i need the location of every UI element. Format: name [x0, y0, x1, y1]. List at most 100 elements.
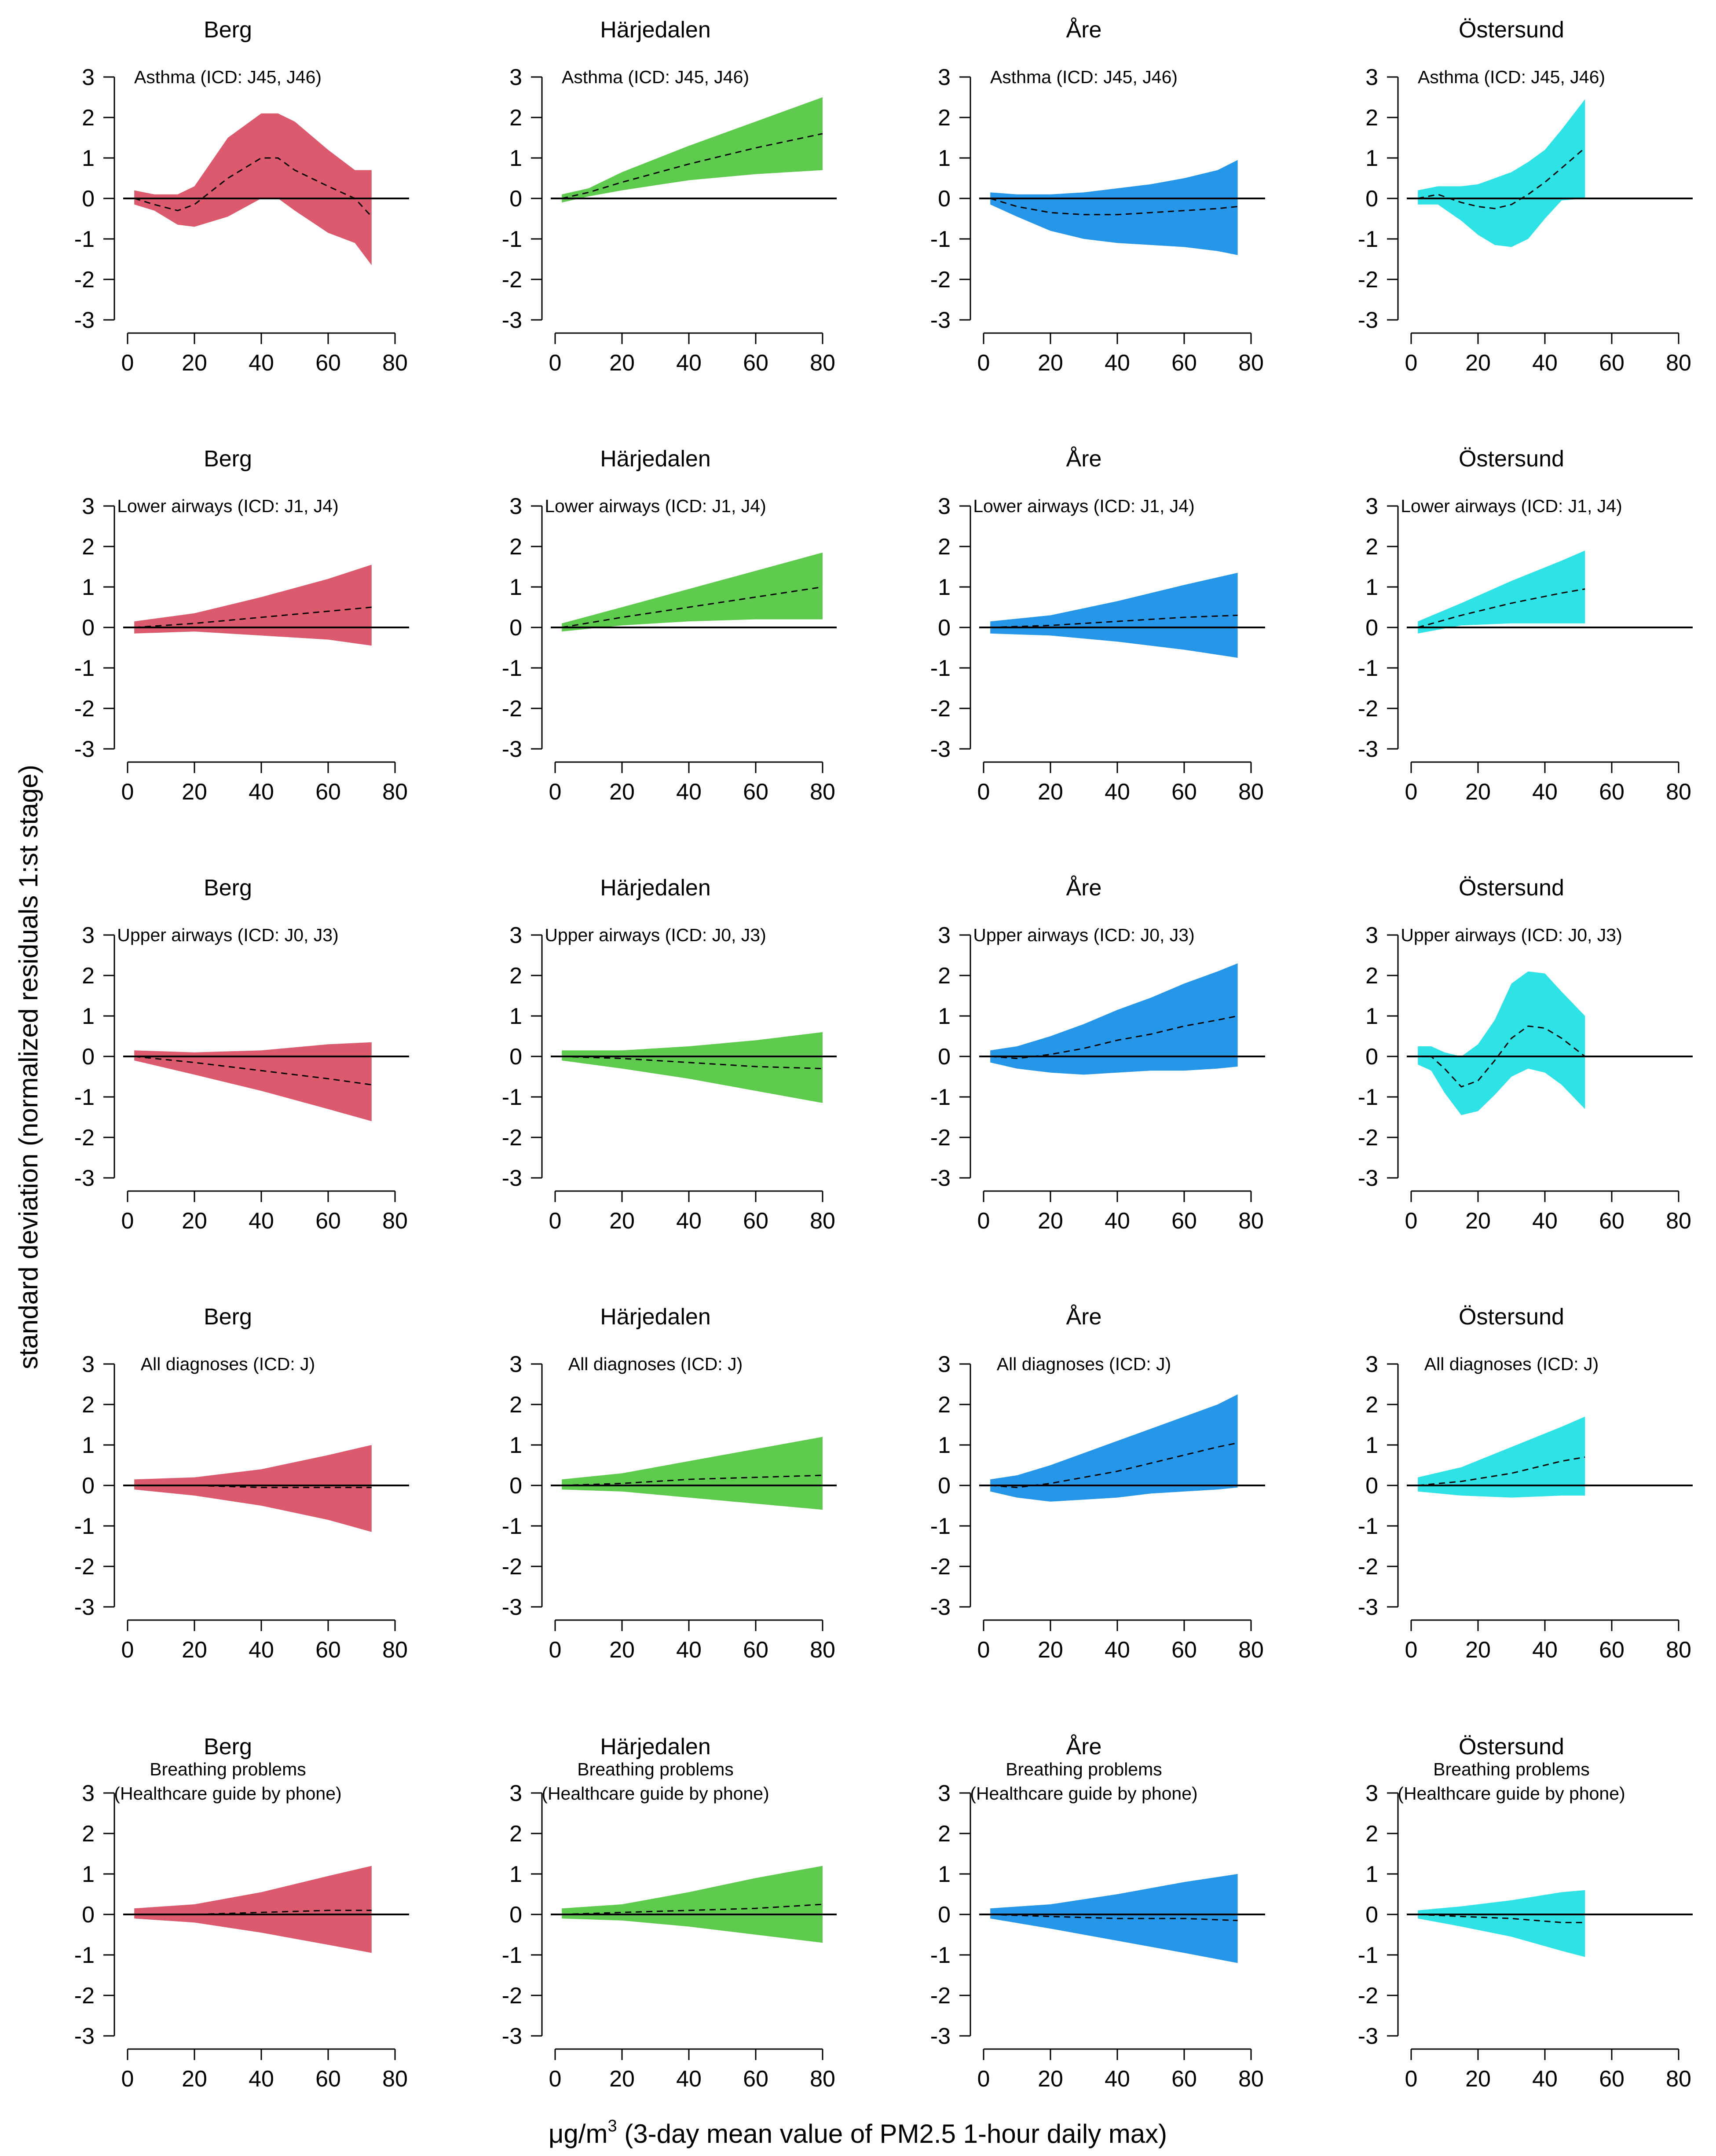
x-tick-label: 60 [315, 350, 341, 376]
y-tick-label: 0 [82, 615, 95, 641]
x-tick-label: 0 [121, 1208, 134, 1234]
confidence-band [562, 97, 823, 203]
y-tick-label: 1 [509, 1862, 522, 1887]
y-tick-label: 1 [1365, 1433, 1378, 1458]
x-tick-label: 80 [1238, 1208, 1264, 1234]
mean-line [990, 1015, 1238, 1060]
x-tick-label: 80 [1238, 2066, 1264, 2092]
panel-subtitle: Lower airways (ICD: J1, J4) [973, 496, 1195, 516]
x-tick-label: 0 [1405, 779, 1418, 805]
y-tick-label: -2 [1358, 1554, 1378, 1580]
panel-subtitle: All diagnoses (ICD: J) [141, 1354, 315, 1374]
x-tick-label: 0 [1405, 1208, 1418, 1234]
x-tick-label: 60 [1599, 1637, 1625, 1663]
mean-line [562, 1056, 823, 1070]
y-tick-label: 2 [509, 105, 522, 131]
y-tick-label: 1 [938, 1862, 951, 1887]
panel-subtitle: Upper airways (ICD: J0, J3) [545, 925, 766, 945]
x-tick-label: 80 [1666, 1637, 1691, 1663]
y-tick-label: 2 [938, 1821, 951, 1847]
y-tick-label: -3 [930, 308, 951, 333]
x-tick-label: 0 [1405, 1637, 1418, 1663]
y-tick-label: 3 [509, 1781, 522, 1806]
x-tick-label: 60 [743, 350, 768, 376]
y-tick-label: -2 [1358, 696, 1378, 722]
panel-subtitle: All diagnoses (ICD: J) [568, 1354, 743, 1374]
panel-subtitle: Breathing problems [1433, 1759, 1590, 1779]
panel-subtitle: Upper airways (ICD: J0, J3) [117, 925, 339, 945]
x-tick-label: 40 [1105, 779, 1130, 805]
panel-title: Östersund [1459, 17, 1564, 43]
panel-title: Härjedalen [600, 17, 711, 43]
x-tick-label: 40 [249, 2066, 274, 2092]
y-tick-label: -3 [930, 737, 951, 762]
x-axis-title: μg/m3 (3-day mean value of PM2.5 1-hour … [549, 2117, 1167, 2149]
confidence-band [562, 1032, 823, 1103]
y-tick-label: -2 [930, 267, 951, 293]
panel-title: Åre [1066, 446, 1102, 472]
panel-title: Åre [1066, 875, 1102, 901]
y-tick-label: -1 [1358, 227, 1378, 252]
y-tick-label: 3 [82, 923, 95, 948]
y-tick-label: 3 [509, 923, 522, 948]
y-tick-label: 2 [938, 1392, 951, 1418]
y-tick-label: -1 [930, 656, 951, 681]
panel-subtitle: (Healthcare guide by phone) [970, 1783, 1197, 1804]
x-tick-label: 80 [810, 779, 835, 805]
y-tick-label: -3 [502, 308, 522, 333]
panel-3-3: Östersund All diagnoses (ICD: J) 3 2 1 0 -1 -2 -… [1358, 1304, 1693, 1663]
x-tick-label: 20 [609, 1637, 635, 1663]
y-tick-label: 3 [1365, 494, 1378, 519]
y-tick-label: -3 [1358, 737, 1378, 762]
y-tick-label: 1 [509, 575, 522, 600]
panel-3-1: Härjedalen All diagnoses (ICD: J) 3 2 1 0 -1 -2… [502, 1304, 837, 1663]
panel-0-0: Berg Asthma (ICD: J45, J46) 3 2 1 0 -1 -2 -3 0 20 4… [74, 17, 409, 376]
confidence-band [1418, 1416, 1585, 1498]
x-tick-label: 40 [676, 1208, 702, 1234]
y-tick-label: 1 [82, 1004, 95, 1029]
y-tick-label: -3 [1358, 1166, 1378, 1191]
x-tick-label: 0 [549, 779, 562, 805]
y-tick-label: -2 [502, 1983, 522, 2009]
y-tick-label: 0 [1365, 1902, 1378, 1928]
y-tick-label: -1 [1358, 1085, 1378, 1110]
y-tick-label: -1 [74, 1514, 95, 1539]
y-tick-label: 1 [82, 146, 95, 171]
y-tick-label: 3 [509, 65, 522, 90]
panel-subtitle: (Healthcare guide by phone) [1398, 1783, 1625, 1804]
y-tick-label: 2 [82, 963, 95, 989]
panel-subtitle: Asthma (ICD: J45, J46) [562, 67, 749, 87]
panel-subtitle: Breathing problems [150, 1759, 306, 1779]
x-tick-label: 80 [1666, 2066, 1691, 2092]
mean-line [134, 157, 372, 217]
x-tick-label: 0 [977, 2066, 990, 2092]
y-tick-label: 0 [509, 1044, 522, 1070]
y-tick-label: 0 [1365, 1473, 1378, 1499]
y-tick-label: 3 [1365, 1352, 1378, 1377]
panel-subtitle: Asthma (ICD: J45, J46) [134, 67, 322, 87]
x-tick-label: 40 [1532, 350, 1558, 376]
x-tick-label: 20 [609, 2066, 635, 2092]
x-tick-label: 20 [1465, 1208, 1491, 1234]
y-tick-label: 3 [1365, 1781, 1378, 1806]
x-tick-label: 0 [977, 779, 990, 805]
y-tick-label: 0 [938, 1044, 951, 1070]
panel-0-2: Åre Asthma (ICD: J45, J46) 3 2 1 0 -1 -2 -3 0 20 40… [930, 17, 1265, 376]
y-tick-label: 3 [82, 65, 95, 90]
x-tick-label: 80 [382, 1637, 408, 1663]
x-tick-label: 80 [382, 2066, 408, 2092]
y-tick-label: -3 [502, 1595, 522, 1620]
x-tick-label: 80 [1238, 1637, 1264, 1663]
y-tick-label: -2 [74, 267, 95, 293]
y-tick-label: 2 [938, 963, 951, 989]
x-tick-label: 20 [1465, 2066, 1491, 2092]
y-tick-label: -2 [1358, 1125, 1378, 1151]
confidence-band [1418, 99, 1585, 247]
y-tick-label: 1 [1365, 1004, 1378, 1029]
y-tick-label: 0 [82, 186, 95, 212]
y-tick-label: 2 [82, 534, 95, 560]
y-tick-label: 1 [82, 1433, 95, 1458]
x-tick-label: 40 [676, 350, 702, 376]
